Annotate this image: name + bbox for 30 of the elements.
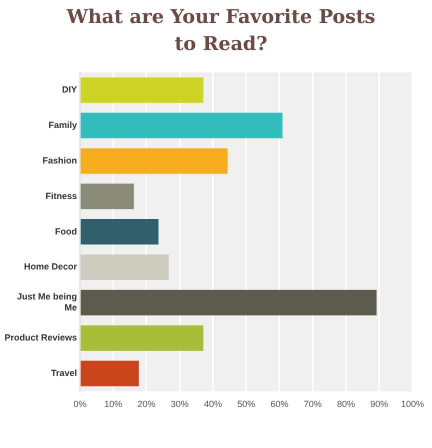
bar — [80, 290, 377, 316]
bar — [80, 254, 169, 280]
y-tick-label: DIY — [62, 84, 77, 95]
x-tick-label: 70% — [304, 399, 322, 410]
bar — [80, 325, 204, 351]
bar — [80, 219, 158, 245]
bar — [80, 112, 282, 138]
x-tick-label: 100% — [400, 399, 424, 410]
x-tick-label: 0% — [73, 399, 87, 410]
y-tick-label: Travel — [50, 368, 77, 378]
y-tick-label: Just Me being Me — [16, 292, 77, 313]
bar — [80, 148, 228, 174]
y-tick-label: Product Reviews — [4, 332, 77, 343]
x-tick-label: 90% — [370, 399, 388, 410]
y-tick-label: Home Decor — [24, 262, 78, 272]
x-tick-label: 60% — [270, 399, 288, 410]
y-tick-label: Food — [55, 226, 77, 236]
x-tick-label: 40% — [204, 399, 222, 410]
x-tick-label: 20% — [137, 399, 156, 410]
x-tick-label: 50% — [237, 399, 256, 410]
y-tick-label: Fashion — [42, 155, 77, 166]
y-tick-label: Fitness — [45, 190, 77, 201]
bar — [80, 184, 134, 210]
bar — [80, 360, 139, 386]
x-tick-label: 10% — [104, 399, 122, 410]
chart-title: What are Your Favorite Posts to Read? — [66, 5, 376, 57]
y-tick-label: Family — [48, 120, 77, 130]
x-tick-label: 30% — [170, 399, 189, 410]
x-tick-label: 80% — [336, 399, 355, 410]
bar — [80, 77, 204, 103]
